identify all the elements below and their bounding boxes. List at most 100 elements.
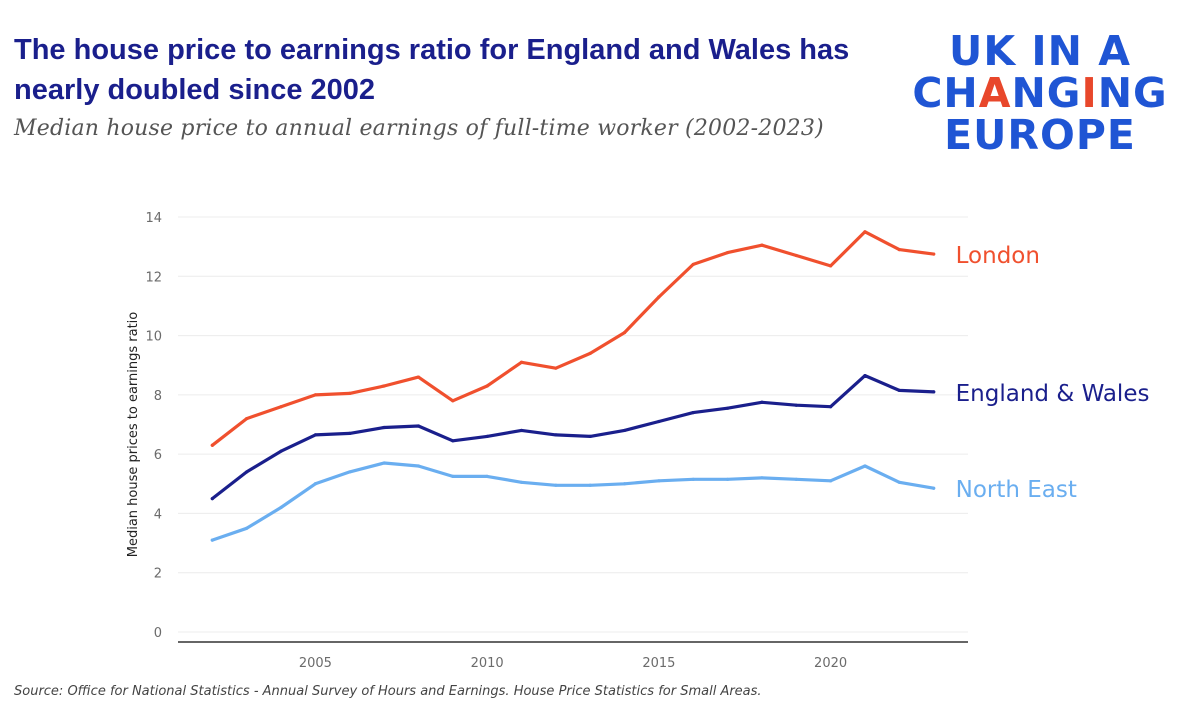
- data-point: [932, 486, 936, 490]
- data-point: [451, 439, 455, 443]
- data-point: [725, 406, 730, 410]
- y-tick-label: 6: [154, 448, 162, 463]
- y-tick-label: 0: [154, 626, 162, 641]
- series-line-north-east: [210, 461, 936, 542]
- data-point: [382, 461, 386, 465]
- data-point: [829, 405, 833, 409]
- data-point: [554, 433, 558, 437]
- data-point: [897, 248, 901, 252]
- series-points-london: [210, 230, 936, 447]
- data-point: [485, 434, 489, 438]
- logo-line-1: UK IN A: [949, 27, 1131, 75]
- data-point: [622, 482, 627, 486]
- data-point: [691, 477, 695, 481]
- data-point: [485, 474, 489, 478]
- data-point: [657, 479, 661, 483]
- data-point: [622, 428, 627, 433]
- data-point: [485, 384, 489, 388]
- data-point: [691, 262, 695, 267]
- y-tick-label: 14: [145, 211, 162, 226]
- data-point: [313, 433, 317, 437]
- logo-line-2-accent-i: I: [1081, 69, 1098, 117]
- source-note: Source: Office for National Statistics -…: [14, 684, 762, 699]
- chart-subtitle: Median house price to annual earnings of…: [14, 116, 824, 141]
- data-point: [519, 480, 524, 484]
- data-point: [794, 253, 798, 258]
- data-point: [245, 470, 249, 474]
- data-point: [725, 477, 730, 481]
- data-point: [279, 449, 283, 453]
- data-point: [657, 419, 661, 424]
- data-point: [622, 331, 627, 335]
- y-tick-label: 4: [154, 507, 162, 522]
- data-point: [451, 399, 455, 403]
- data-point: [416, 424, 421, 428]
- series-line-england-wales: [210, 374, 936, 501]
- data-point: [451, 474, 455, 478]
- data-point: [794, 403, 798, 407]
- data-point: [416, 375, 421, 379]
- series-points-north-east: [210, 461, 936, 542]
- data-point: [519, 360, 524, 364]
- data-point: [760, 243, 764, 247]
- data-point: [348, 391, 352, 395]
- data-point: [348, 431, 352, 435]
- logo-line-3: EUROPE: [944, 111, 1136, 159]
- data-point: [245, 416, 249, 421]
- data-point: [588, 483, 592, 487]
- data-point: [897, 480, 901, 484]
- data-point: [382, 384, 386, 388]
- data-point: [279, 405, 283, 409]
- data-point: [897, 388, 901, 393]
- series-label-north-east: North East: [956, 477, 1077, 503]
- data-point: [829, 264, 833, 268]
- data-point: [863, 464, 867, 468]
- series-line-london: [210, 230, 936, 447]
- series-points-england-wales: [210, 373, 936, 501]
- data-point: [794, 477, 798, 481]
- data-point: [588, 434, 592, 438]
- data-point: [382, 425, 386, 430]
- data-point: [210, 497, 214, 501]
- data-point: [932, 252, 936, 256]
- data-point: [210, 538, 214, 542]
- y-tick-label: 12: [145, 270, 162, 285]
- y-axis-label: Median house prices to earnings ratio: [126, 312, 141, 558]
- x-tick-label: 2005: [299, 656, 332, 670]
- y-tick-label: 10: [145, 330, 162, 345]
- logo-line-2-part-a: CH: [912, 69, 979, 117]
- data-point: [829, 479, 833, 483]
- logo-line-2-accent-a: A: [978, 69, 1012, 117]
- brand-logo: UK IN A CHANGING EUROPE: [900, 30, 1180, 156]
- data-point: [245, 526, 249, 530]
- data-point: [657, 295, 661, 299]
- data-point: [348, 470, 352, 474]
- logo-line-2-part-e: NG: [1097, 69, 1168, 117]
- logo-line-2-part-c: NG: [1011, 69, 1082, 117]
- data-point: [588, 351, 592, 355]
- data-point: [760, 400, 764, 404]
- data-point: [519, 428, 524, 433]
- data-point: [279, 505, 283, 510]
- data-point: [691, 411, 695, 415]
- y-tick-label: 2: [154, 567, 162, 582]
- y-tick-label: 8: [154, 389, 162, 404]
- line-chart: 0 2 4 6 8 10 12 14 2005 2010 2015 2020 Median house …: [126, 211, 1150, 670]
- data-point: [554, 483, 558, 487]
- x-tick-label: 2015: [642, 656, 675, 670]
- data-point: [932, 390, 936, 394]
- data-point: [554, 366, 558, 370]
- series-label-london: London: [956, 243, 1040, 269]
- data-point: [863, 373, 867, 378]
- data-point: [313, 482, 317, 486]
- data-point: [416, 464, 421, 468]
- series-label-england-wales: England & Wales: [956, 381, 1150, 407]
- logo-line-2: CHANGING: [900, 72, 1180, 114]
- data-point: [725, 250, 730, 255]
- x-tick-label: 2020: [814, 656, 847, 670]
- data-point: [863, 230, 867, 234]
- data-point: [313, 393, 317, 397]
- data-point: [210, 443, 214, 447]
- x-tick-label: 2010: [471, 656, 504, 670]
- data-point: [760, 476, 764, 480]
